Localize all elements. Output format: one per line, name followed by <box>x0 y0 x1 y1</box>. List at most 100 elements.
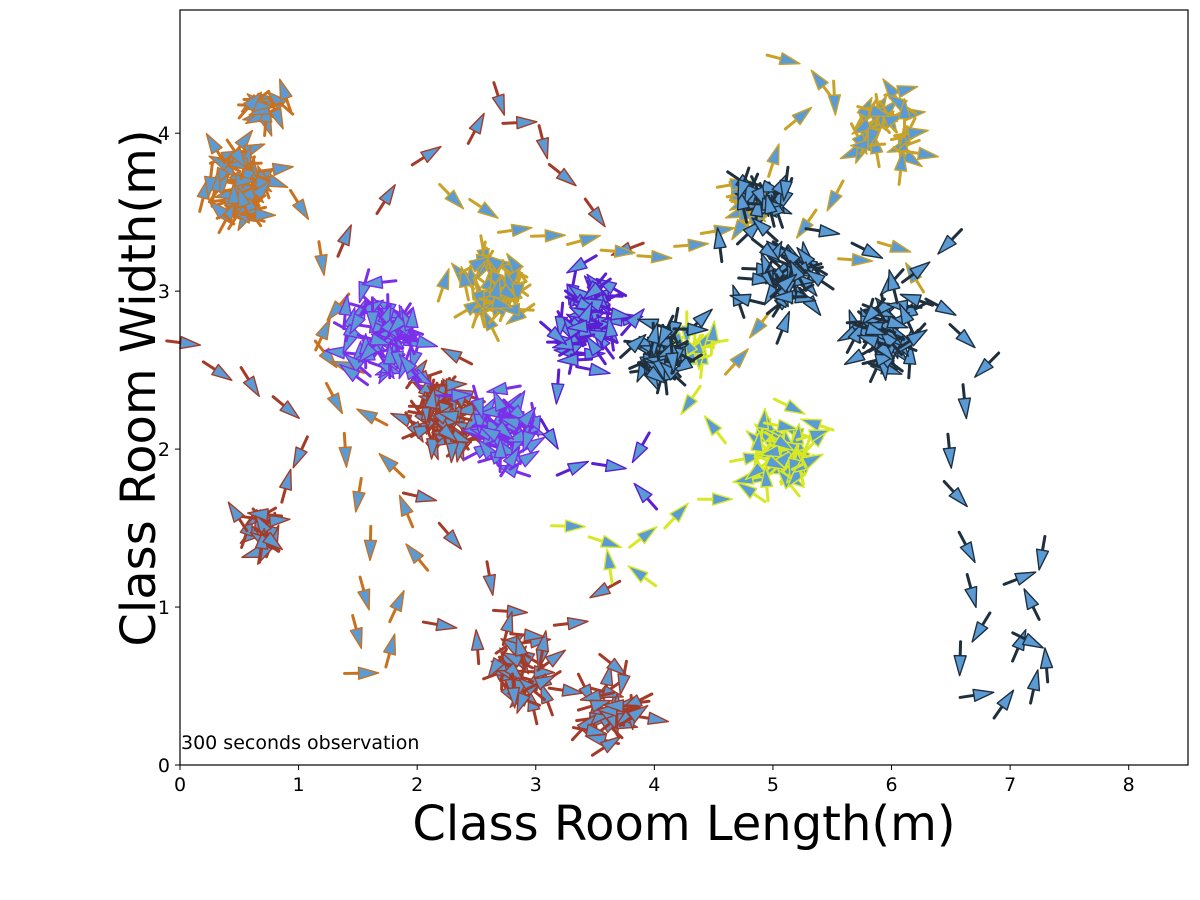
arrow-mark <box>750 237 781 261</box>
arrow-mark <box>246 508 284 522</box>
arrow-mark <box>703 415 727 445</box>
arrow-mark <box>705 320 720 357</box>
arrow-mark <box>850 241 884 259</box>
arrow-mark <box>672 322 709 337</box>
arrow-mark <box>942 479 968 508</box>
arrow-mark <box>751 217 779 243</box>
arrow-mark <box>201 360 233 382</box>
arrow-mark <box>506 672 521 709</box>
arrow-mark <box>876 239 912 253</box>
arrow-mark <box>478 296 514 309</box>
arrow-mark <box>493 436 507 473</box>
arrow-mark <box>953 640 967 677</box>
axis-ticks: 0 1 2 3 4 5 6 7 8 0 1 2 3 4 <box>158 123 1135 796</box>
arrow-mark <box>680 384 702 416</box>
arrow-mark <box>896 329 928 350</box>
arrow-mark <box>497 655 525 683</box>
arrow-mark <box>762 418 799 433</box>
x-tick-label: 5 <box>767 774 779 796</box>
arrow-mark <box>204 161 218 198</box>
arrow-mark <box>225 138 247 169</box>
arrow-mark <box>1035 534 1050 571</box>
arrow-mark <box>893 126 929 141</box>
y-tick-label: 4 <box>158 123 170 145</box>
arrow-mark <box>804 269 835 291</box>
arrow-mark <box>254 174 289 188</box>
arrow-mark <box>398 494 415 529</box>
arrow-mark <box>899 293 935 308</box>
arrow-mark <box>239 366 260 398</box>
arrow-mark <box>948 323 976 349</box>
arrow-mark <box>924 297 957 316</box>
arrow-mark <box>790 453 824 471</box>
arrow-mark <box>227 182 241 219</box>
plot-frame <box>179 9 1189 766</box>
arrow-mark <box>339 364 370 387</box>
arrow-mark <box>602 699 639 713</box>
arrow-mark <box>781 246 807 274</box>
arrow-mark <box>271 395 300 420</box>
arrow-mark <box>352 476 366 513</box>
arrow-mark <box>856 104 892 117</box>
arrow-mark <box>555 460 590 477</box>
arrow-mark <box>737 166 751 202</box>
arrow-mark <box>165 335 202 350</box>
arrow-mark <box>599 244 636 258</box>
arrow-mark <box>539 418 559 450</box>
arrow-mark <box>551 368 565 405</box>
arrow-mark <box>349 614 363 650</box>
arrow-mark <box>771 290 808 304</box>
arrow-mark <box>861 297 886 326</box>
arrow-mark <box>501 116 538 130</box>
arrow-mark <box>356 332 392 346</box>
arrow-mark <box>365 296 380 333</box>
arrow-mark <box>620 308 645 337</box>
y-axis-title: Class Room Width(m) <box>111 129 167 646</box>
arrow-mark <box>591 458 627 473</box>
arrow-mark <box>827 79 842 116</box>
arrow-mark <box>468 197 499 219</box>
arrow-mark <box>1039 647 1054 684</box>
arrow-mark <box>957 530 976 564</box>
arrow-mark <box>843 346 876 366</box>
arrow-mark <box>431 378 468 392</box>
arrow-mark <box>436 388 473 403</box>
arrow-mark <box>753 453 787 471</box>
arrow-mark <box>512 406 537 436</box>
arrow-mark <box>1002 571 1037 586</box>
arrow-mark <box>361 275 398 289</box>
arrow-mark <box>363 524 378 562</box>
arrow-mark <box>466 112 485 145</box>
arrow-mark <box>971 611 992 643</box>
arrow-mark <box>665 337 679 374</box>
arrow-mark <box>887 269 901 305</box>
arrow-mark <box>552 616 589 631</box>
arrow-mark <box>375 184 396 215</box>
arrow-mark <box>837 253 874 267</box>
arrow-mark <box>826 179 845 212</box>
arrow-mark <box>729 293 765 307</box>
arrow-mark <box>338 294 352 331</box>
arrow-mark <box>587 534 623 549</box>
arrow-mark <box>571 723 608 737</box>
arrow-mark <box>500 611 514 647</box>
arrow-mark <box>482 560 496 596</box>
arrow-mark <box>867 114 881 150</box>
arrow-mark <box>659 361 687 387</box>
observation-annotation: 300 seconds observation <box>181 732 419 754</box>
arrow-mark <box>410 145 442 167</box>
arrow-mark <box>388 590 405 624</box>
arrow-mark <box>763 430 795 452</box>
arrow-mark <box>760 466 774 503</box>
arrow-mark <box>437 521 463 550</box>
arrow-mark <box>529 229 567 243</box>
arrow-mark <box>547 683 584 697</box>
arrow-mark <box>237 91 263 120</box>
arrow-mark <box>589 579 622 599</box>
arrow-mark <box>336 224 352 258</box>
arrow-mark <box>430 418 459 443</box>
arrow-mark <box>633 482 659 511</box>
y-tick-label: 2 <box>158 439 170 461</box>
arrow-mark <box>566 234 602 248</box>
